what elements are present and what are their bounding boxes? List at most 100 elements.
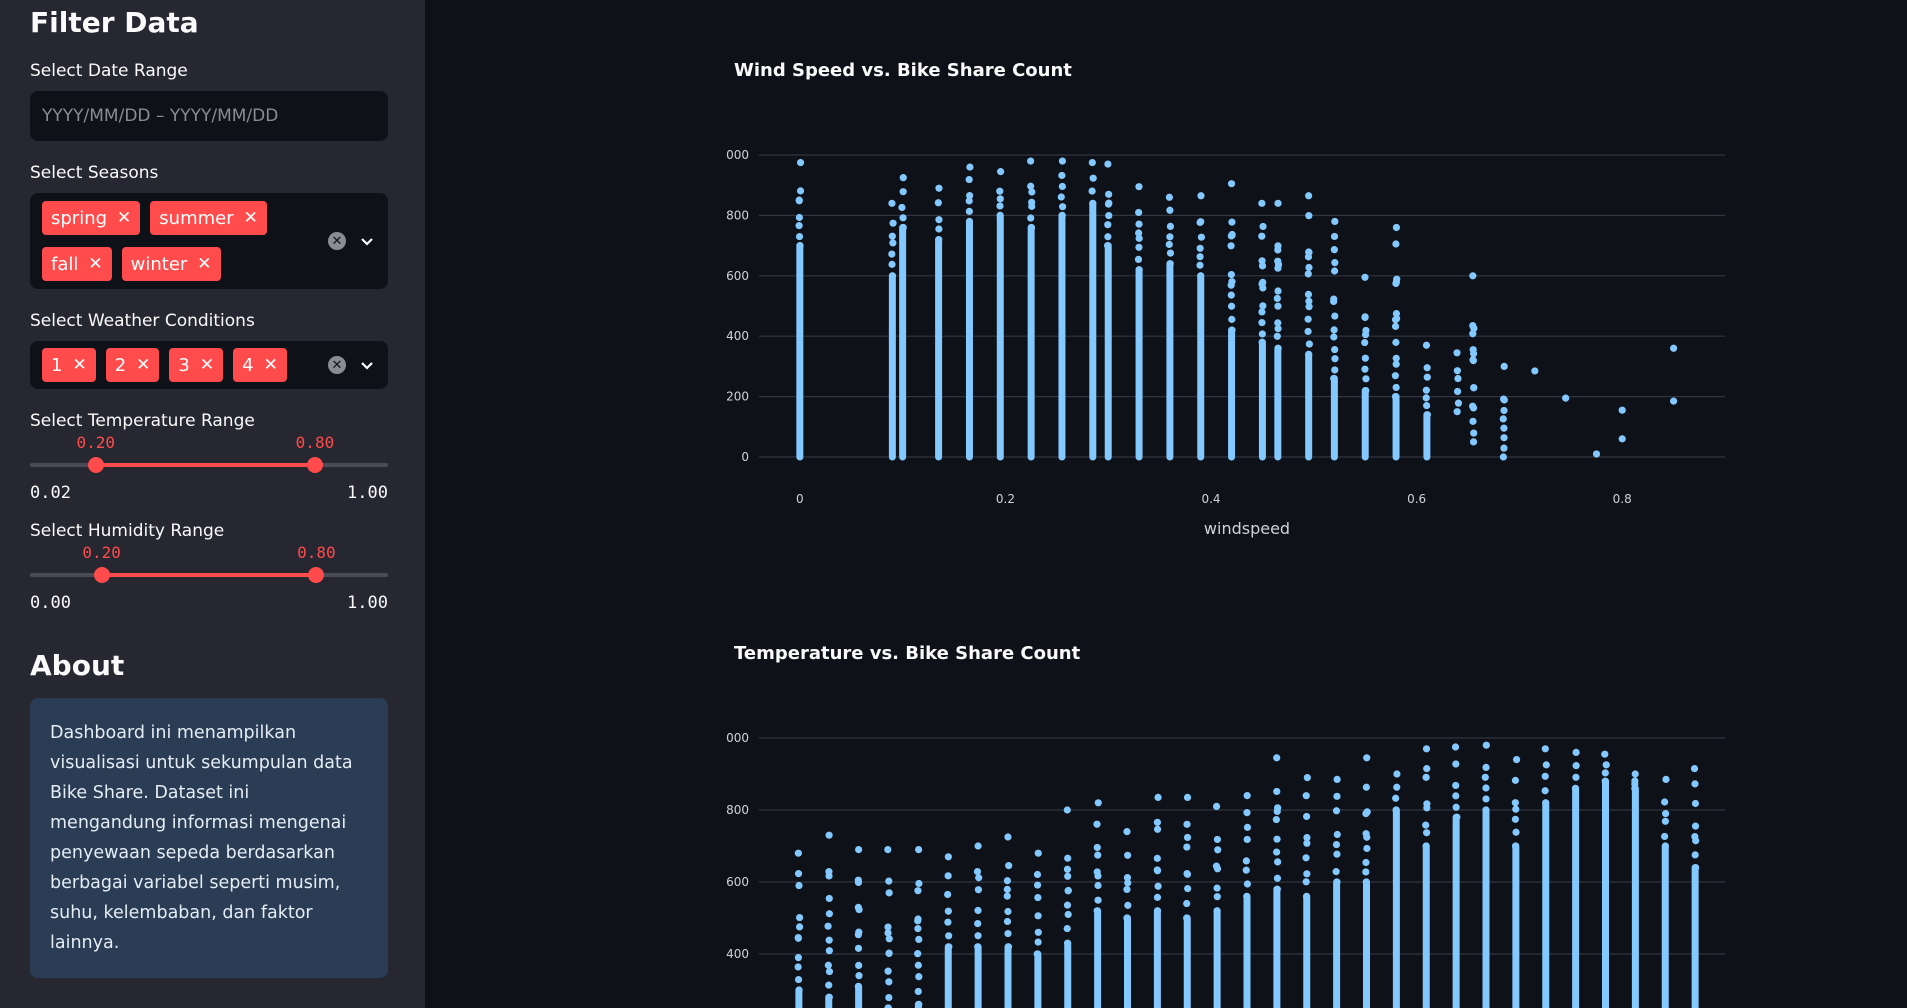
data-point <box>1093 820 1101 828</box>
remove-chip-icon[interactable]: ✕ <box>136 355 151 375</box>
data-point <box>1124 879 1132 887</box>
data-point <box>1274 344 1282 352</box>
data-point <box>1512 805 1520 813</box>
data-point <box>1500 444 1508 452</box>
data-point <box>1305 263 1313 272</box>
data-point <box>1393 783 1401 791</box>
data-point <box>1153 907 1162 915</box>
remove-chip-icon[interactable]: ✕ <box>263 355 278 375</box>
data-point <box>1691 833 1699 841</box>
data-point <box>1362 375 1370 383</box>
data-point <box>1691 822 1700 830</box>
data-point <box>1542 799 1550 807</box>
data-point <box>1227 302 1236 310</box>
data-point <box>1690 765 1699 773</box>
data-point <box>888 232 896 240</box>
weather-chip: 2 ✕ <box>105 348 160 382</box>
data-point <box>1469 357 1477 365</box>
data-point <box>1362 830 1370 838</box>
y-tick-label: 800 <box>726 208 749 222</box>
data-point <box>1197 233 1206 241</box>
data-point <box>1303 833 1311 842</box>
y-tick-label: 400 <box>726 947 749 961</box>
data-point <box>1330 374 1338 383</box>
data-point <box>1135 266 1143 274</box>
data-point <box>1511 799 1519 807</box>
data-point <box>1361 273 1369 281</box>
data-point <box>1391 372 1399 380</box>
weather-multiselect[interactable]: 1 ✕ 2 ✕ 3 ✕ 4 ✕ ✕ <box>30 341 388 389</box>
chevron-down-icon[interactable] <box>358 232 376 250</box>
temperature-slider[interactable]: 0.20 0.80 0.02 1.00 <box>30 423 388 503</box>
sidebar-title: Filter Data <box>30 6 199 39</box>
data-point <box>794 870 803 878</box>
remove-chip-icon[interactable]: ✕ <box>243 208 258 228</box>
remove-chip-icon[interactable]: ✕ <box>117 208 132 228</box>
data-point <box>1422 842 1430 850</box>
data-point <box>885 877 893 885</box>
remove-chip-icon[interactable]: ✕ <box>88 254 103 274</box>
slider-thumb-high[interactable] <box>308 567 325 583</box>
data-point <box>915 879 923 888</box>
data-point <box>945 932 953 940</box>
chevron-down-icon[interactable] <box>358 356 376 374</box>
data-point <box>1391 316 1400 324</box>
data-point <box>945 943 953 951</box>
data-point <box>1259 222 1267 231</box>
data-point <box>1499 395 1508 403</box>
data-point <box>1063 806 1071 814</box>
chip-label: spring <box>51 207 108 229</box>
data-point <box>1302 812 1311 821</box>
seasons-label: Select Seasons <box>30 163 159 183</box>
data-point <box>1392 223 1401 232</box>
data-point <box>1273 804 1282 812</box>
data-point <box>1331 312 1339 320</box>
data-point <box>1469 346 1477 354</box>
data-point <box>854 876 862 884</box>
data-point <box>1104 233 1112 241</box>
data-point <box>825 967 834 976</box>
remove-chip-icon[interactable]: ✕ <box>199 355 215 375</box>
data-point <box>825 981 833 989</box>
data-point <box>1183 793 1192 801</box>
season-chip: spring ✕ <box>42 201 141 235</box>
remove-chip-icon[interactable]: ✕ <box>197 254 212 274</box>
data-point <box>1469 330 1477 338</box>
data-point <box>1453 349 1461 357</box>
data-point <box>1183 833 1192 842</box>
data-point <box>1089 199 1097 207</box>
data-point <box>1392 383 1400 392</box>
data-point <box>1482 806 1490 814</box>
humidity-slider[interactable]: 0.20 0.80 0.00 1.00 <box>30 533 388 613</box>
data-point <box>1469 272 1477 280</box>
data-point <box>1094 896 1102 904</box>
data-point <box>1303 774 1311 782</box>
data-point <box>884 846 892 854</box>
slider-thumb-high[interactable] <box>306 457 323 473</box>
slider-thumb-low[interactable] <box>87 457 104 473</box>
clear-circle-icon[interactable]: ✕ <box>328 356 346 374</box>
date-range-input[interactable]: YYYY/MM/DD – YYYY/MM/DD <box>30 91 388 141</box>
data-point <box>1166 260 1174 268</box>
clear-circle-icon[interactable]: ✕ <box>328 232 346 250</box>
data-point <box>796 158 805 167</box>
temperature-label: Select Temperature Range <box>30 411 255 431</box>
humidity-label: Select Humidity Range <box>30 521 225 541</box>
data-point <box>1499 415 1507 423</box>
data-point <box>1692 864 1700 872</box>
slider-thumb-low[interactable] <box>93 567 110 583</box>
remove-chip-icon[interactable]: ✕ <box>72 355 87 375</box>
data-point <box>1691 799 1700 808</box>
data-point <box>1242 866 1250 874</box>
data-point <box>1064 872 1072 880</box>
data-point <box>1469 438 1478 446</box>
seasons-multiselect[interactable]: spring ✕ summer ✕ fall ✕ winter ✕ ✕ <box>30 193 388 289</box>
data-point <box>1154 793 1162 801</box>
data-point <box>1196 261 1204 269</box>
data-point <box>795 232 804 241</box>
data-point <box>1500 406 1508 415</box>
data-point <box>1243 792 1251 800</box>
data-point <box>1213 835 1222 844</box>
data-point <box>795 196 803 204</box>
data-point <box>1213 893 1221 901</box>
